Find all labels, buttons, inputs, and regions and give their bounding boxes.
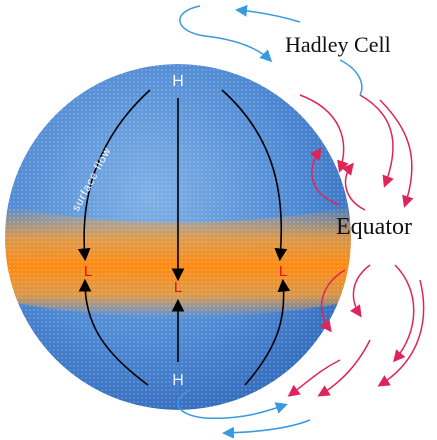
- globe: [0, 64, 360, 410]
- low-pressure: L: [279, 263, 287, 280]
- low-pressure: L: [174, 279, 182, 296]
- equator-label: Equator: [336, 214, 412, 240]
- title: Hadley Cell: [285, 32, 391, 57]
- high-pressure-south: H: [172, 372, 184, 389]
- diagram: Hadley Cell Equator surface flow H H L L…: [0, 0, 437, 440]
- high-pressure-north: H: [172, 73, 184, 90]
- low-pressure: L: [84, 263, 92, 280]
